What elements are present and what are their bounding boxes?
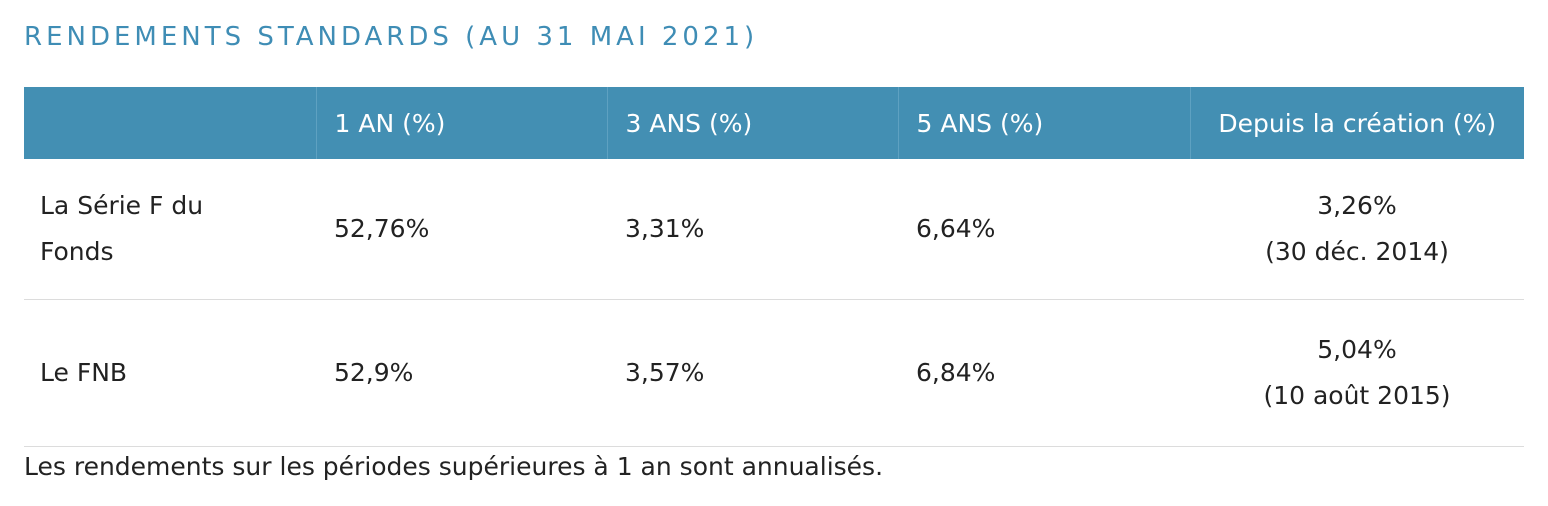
value-cell: 3,57% — [607, 299, 898, 447]
since-cell: 5,04% (10 août 2015) — [1190, 299, 1524, 447]
row-label-cell: Le FNB — [24, 299, 316, 447]
since-date: (10 août 2015) — [1263, 381, 1451, 410]
header-cell: Depuis la création (%) — [1189, 87, 1524, 159]
row-label-cell: La Série F du Fonds — [24, 159, 316, 300]
returns-table: 1 AN (%) 3 ANS (%) 5 ANS (%) Depuis la c… — [24, 87, 1524, 447]
value-cell: 6,84% — [898, 299, 1190, 447]
header-row: 1 AN (%) 3 ANS (%) 5 ANS (%) Depuis la c… — [24, 87, 1524, 159]
since-cell: 3,26% (30 déc. 2014) — [1190, 159, 1524, 300]
value-cell: 3,31% — [607, 159, 898, 300]
table-row: La Série F du Fonds 52,76% 3,31% 6,64% 3,26%… — [24, 159, 1524, 300]
since-date: (30 déc. 2014) — [1265, 237, 1449, 266]
footnote: Les rendements sur les périodes supérieu… — [24, 452, 884, 481]
row-label: La Série F du Fonds — [40, 191, 204, 266]
table-body: La Série F du Fonds 52,76% 3,31% 6,64% 3,26%… — [24, 159, 1524, 447]
row-label: Le FNB — [40, 358, 128, 387]
header-cell — [24, 87, 316, 159]
value-cell: 52,9% — [316, 299, 607, 447]
since-value: 5,04% — [1317, 335, 1397, 364]
title: RENDEMENTS STANDARDS (AU 31 MAI 2021) — [24, 22, 759, 52]
header-cell: 3 ANS (%) — [606, 87, 898, 159]
since-value: 3,26% — [1317, 191, 1397, 220]
table-row: Le FNB 52,9% 3,57% 6,84% 5,04% (10 août 2015) — [24, 299, 1524, 447]
header-cell: 1 AN (%) — [315, 87, 607, 159]
value-cell: 6,64% — [898, 159, 1190, 300]
value-cell: 52,76% — [316, 159, 607, 300]
header-cell: 5 ANS (%) — [897, 87, 1190, 159]
